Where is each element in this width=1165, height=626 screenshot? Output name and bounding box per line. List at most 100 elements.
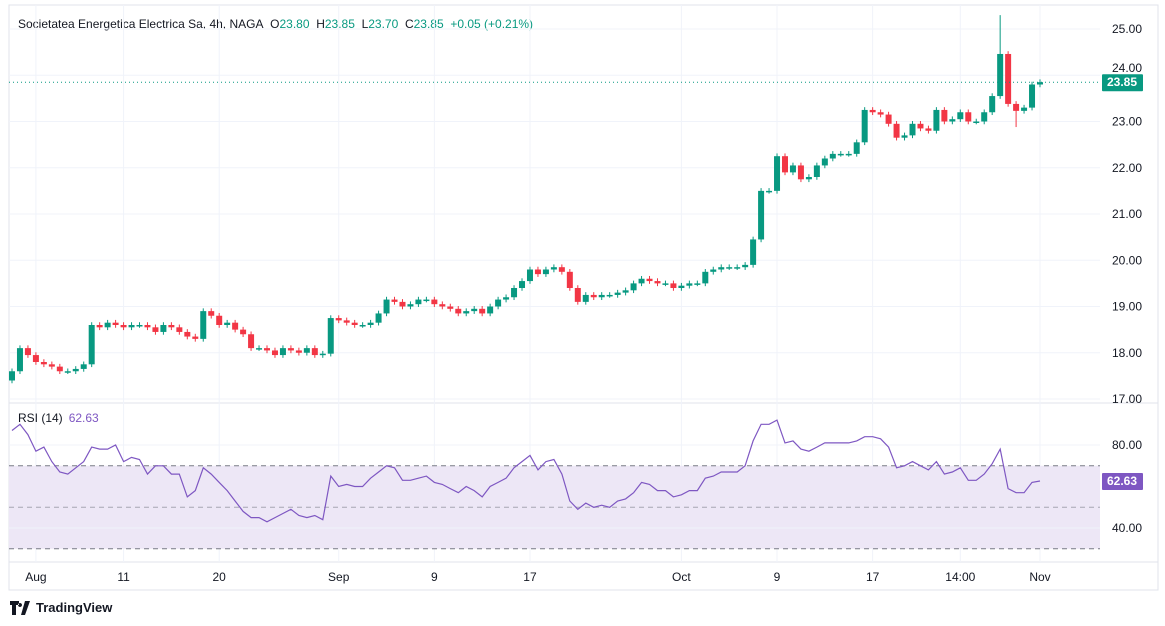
candle-body [813,165,820,177]
candle-body [295,350,302,353]
candle-body [232,322,239,330]
candle-body [128,325,135,328]
candle-body [192,336,199,339]
candle-body [726,267,733,269]
candle-body [797,165,804,180]
candle-body [200,311,207,339]
candle-body [989,96,996,113]
candle-body [136,325,143,327]
candle-body [542,269,549,275]
rsi-legend: RSI (14) 62.63 [18,411,99,425]
high-value: 23.85 [324,17,355,31]
price-tick-label: 19.00 [1112,300,1142,314]
candle-body [526,269,533,282]
candle-body [949,119,956,122]
candle-body [606,294,613,297]
candle-body [853,142,860,154]
candle-body [511,288,518,298]
time-tick-label: 20 [213,570,227,584]
candle-body [742,264,749,268]
candle-body [104,322,111,328]
candle-body [957,112,964,120]
candle-body [821,158,828,166]
candle-body [877,112,884,115]
candle-body [343,320,350,323]
candle-body [24,348,31,356]
tradingview-logo-icon [10,600,30,615]
candle-body [925,128,932,131]
high-label: H [316,17,325,31]
candle-body [279,348,286,356]
candle-body [9,371,15,381]
candle-body [662,283,669,285]
candle-body [805,177,812,180]
price-tick-label: 18.00 [1112,346,1142,360]
candle-body [463,311,470,314]
candle-body [152,327,159,332]
candle-body [558,267,565,272]
price-tick-label: 22.00 [1112,161,1142,175]
candle-body [439,304,446,307]
open-label: O [270,17,280,31]
rsi-value-badge [1102,473,1143,491]
candle-body [869,109,876,113]
candle-body [598,294,605,298]
candle-body [415,299,422,305]
candle-body [367,322,374,325]
candle-body [789,165,796,173]
candle-body [399,301,406,307]
candle-body [375,313,382,323]
candle-body [264,348,271,351]
candle-body [654,281,661,284]
candle-body [973,121,980,123]
candle-body [495,299,502,307]
candle-body [56,366,63,372]
candle-body [80,364,87,369]
candle-body [829,153,836,159]
candle-body [383,299,390,314]
candle-body [455,308,462,314]
candle-body [550,267,557,270]
candle-body [168,325,175,328]
rsi-tick-label: 40.00 [1112,521,1142,535]
candle-body [144,325,151,328]
candle-body [311,348,318,356]
time-tick-label: 17 [523,570,537,584]
time-tick-label: 9 [774,570,781,584]
candle-body [933,109,940,131]
candle-body [112,322,119,325]
candle-body [646,278,653,282]
candle-body [750,239,757,265]
price-tick-label: 24.00 [1112,61,1142,75]
tradingview-logo[interactable]: TradingView [10,600,112,615]
candle-body [1029,84,1036,108]
candle-body [1013,103,1020,111]
candle-body [184,331,191,337]
low-label: L [361,17,369,31]
candle-body [582,294,589,302]
candle-body [981,112,988,122]
candle-body [479,308,486,314]
candle-body [335,318,342,321]
time-tick-label: Oct [672,570,691,584]
candle-body [1005,53,1012,104]
candle-body [678,285,685,288]
candle-body [566,271,573,288]
candle-body [965,112,972,122]
candle-body [248,334,255,349]
candle-body [447,306,454,309]
candle-body [622,290,629,293]
candle-body [1021,107,1028,111]
price-tick-label: 21.00 [1112,207,1142,221]
time-tick-label: 14:00 [945,570,975,584]
candle-body [88,325,95,365]
candle-body [96,325,103,328]
candle-body [224,322,231,325]
candle-body [487,306,494,314]
close-label: C [404,17,414,31]
candle-body [32,355,39,362]
candle-body [734,267,741,269]
candle-body [909,123,916,136]
candle-body [901,135,908,138]
